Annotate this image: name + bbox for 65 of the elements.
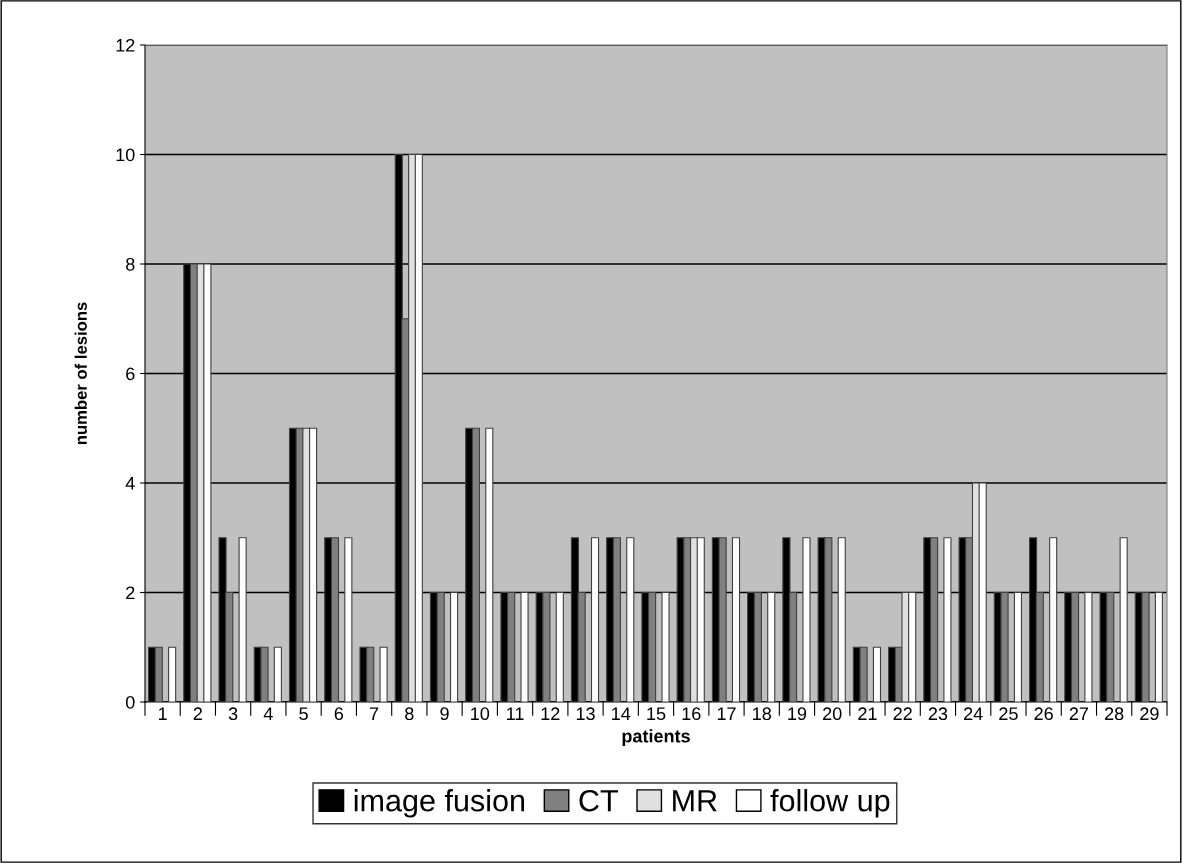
x-tick-label: 18 [753, 707, 771, 721]
bar [1049, 537, 1058, 702]
bar [731, 537, 741, 702]
x-tick-label: 22 [893, 707, 912, 720]
x-tick-label: 23 [928, 707, 948, 721]
bar [449, 591, 459, 702]
x-tick-label: 7 [369, 707, 379, 720]
x-tick-label: 5 [299, 707, 308, 721]
x-tick-label: 6 [334, 707, 344, 721]
x-tick-label: 26 [1034, 707, 1053, 721]
x-tick-label: 17 [717, 707, 736, 720]
bar [661, 591, 670, 702]
bar [626, 537, 635, 702]
bar [1119, 537, 1128, 702]
bar [168, 646, 177, 702]
bar [1013, 591, 1023, 702]
bar [273, 646, 282, 702]
x-tick-label: 13 [576, 707, 595, 721]
y-tick-label: 10 [116, 148, 135, 162]
legend-label: follow up [770, 789, 890, 818]
x-tick-label: 8 [405, 707, 414, 721]
x-tick-label: 20 [823, 707, 842, 721]
x-tick-label: 29 [1140, 707, 1159, 721]
y-tick-label: 6 [126, 367, 135, 381]
x-axis-title: patients [622, 729, 690, 747]
x-tick-label: 24 [964, 707, 983, 720]
x-tick-label: 10 [471, 707, 490, 721]
y-tick-label: 12 [116, 38, 135, 52]
x-tick-label: 14 [612, 707, 631, 720]
bar [767, 591, 776, 702]
x-tick-label: 1 [158, 707, 167, 720]
y-tick-label: 8 [126, 257, 135, 271]
bar [238, 537, 247, 702]
x-tick-label: 11 [507, 707, 524, 720]
bar [943, 537, 952, 702]
x-tick-label: 15 [647, 707, 666, 721]
bar [379, 646, 388, 702]
legend-label: MR [673, 790, 717, 812]
x-tick-label: 2 [193, 707, 202, 720]
bar [802, 537, 811, 702]
legend-label: CT [579, 789, 618, 812]
y-tick-label: 2 [126, 586, 135, 600]
y-axis-title: number of lesions [74, 302, 87, 445]
x-tick-label: 27 [1069, 707, 1089, 720]
x-tick-label: 28 [1105, 707, 1124, 721]
x-tick-label: 4 [263, 707, 273, 720]
bar [837, 537, 846, 702]
x-tick-label: 16 [682, 707, 701, 721]
x-tick-label: 3 [228, 707, 238, 721]
y-tick-label: 4 [125, 477, 135, 490]
bar [555, 591, 564, 702]
bar [872, 646, 882, 702]
x-tick-label: 12 [541, 707, 560, 720]
bar [344, 537, 353, 702]
x-tick-label: 19 [788, 707, 807, 721]
x-tick-label: 21 [858, 707, 877, 720]
bar [1154, 591, 1163, 702]
x-tick-label: 25 [999, 707, 1018, 721]
bar [1084, 591, 1093, 702]
bar [520, 591, 529, 702]
bar [485, 427, 494, 702]
x-tick-label: 9 [440, 707, 449, 721]
bar [590, 537, 600, 702]
y-tick-label: 0 [125, 695, 135, 709]
legend-label: image fusion [354, 789, 525, 818]
